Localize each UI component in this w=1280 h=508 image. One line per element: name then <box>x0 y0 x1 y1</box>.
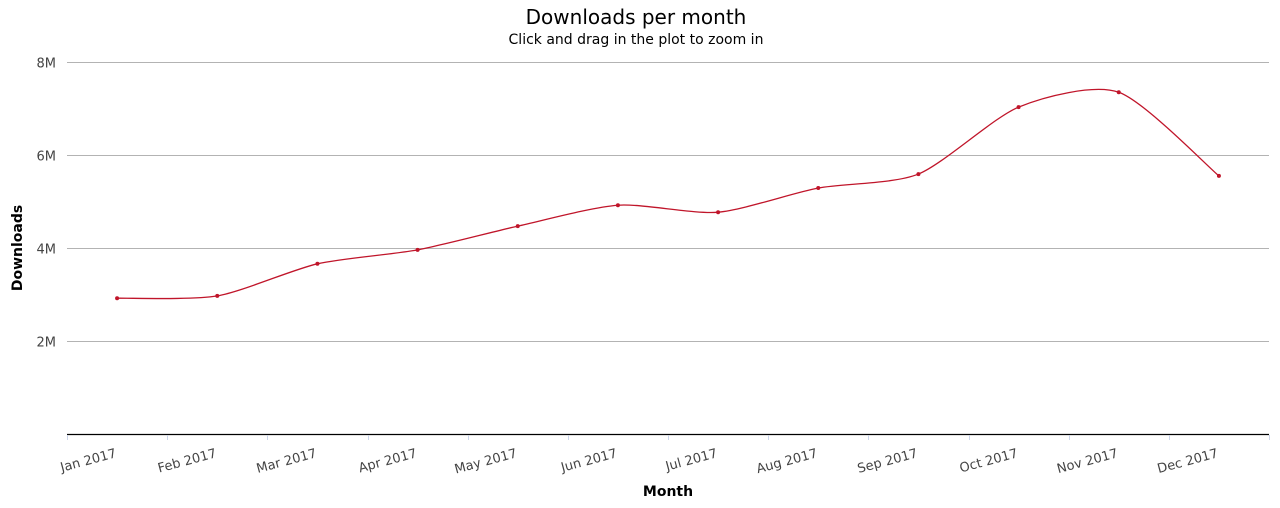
x-tick-label: Jun 2017 <box>559 446 619 476</box>
data-point[interactable] <box>716 210 721 215</box>
y-gridlines <box>67 62 1269 342</box>
y-axis-title: Downloads <box>10 205 26 291</box>
data-point[interactable] <box>1016 105 1021 110</box>
x-tick-label: Dec 2017 <box>1156 446 1220 477</box>
data-point[interactable] <box>415 247 420 252</box>
data-point[interactable] <box>315 261 320 266</box>
y-tick-label: 2M <box>37 336 57 351</box>
data-point[interactable] <box>1116 90 1121 95</box>
data-point[interactable] <box>1216 173 1221 178</box>
x-tick-label: Mar 2017 <box>255 446 319 476</box>
x-tick-label: Apr 2017 <box>357 446 419 476</box>
downloads-points <box>115 90 1221 301</box>
downloads-line <box>117 88 1220 300</box>
data-point[interactable] <box>115 296 120 301</box>
data-point[interactable] <box>816 186 821 191</box>
x-tick-label: Aug 2017 <box>755 446 819 477</box>
x-tick-label: Sep 2017 <box>856 446 919 476</box>
data-point[interactable] <box>215 293 220 298</box>
x-tick-label: Jan 2017 <box>58 446 118 476</box>
x-axis-title: Month <box>643 484 693 500</box>
y-tick-label: 6M <box>37 150 57 165</box>
chart-title: Downloads per month <box>526 5 747 29</box>
data-point[interactable] <box>615 203 620 208</box>
x-tick-label: Jul 2017 <box>663 446 719 474</box>
data-point[interactable] <box>515 224 520 229</box>
y-axis-ticks: 2M 4M 6M 8M <box>37 57 57 351</box>
y-tick-label: 4M <box>37 243 57 258</box>
chart-subtitle: Click and drag in the plot to zoom in <box>509 32 764 48</box>
x-axis-ticks: Jan 2017 Feb 2017 Mar 2017 Apr 2017 May 2017… <box>58 435 1270 477</box>
plot-area[interactable] <box>67 55 1269 435</box>
x-tick-label: Feb 2017 <box>156 446 218 476</box>
x-tick-label: Oct 2017 <box>958 446 1020 476</box>
x-tick-label: Nov 2017 <box>1055 446 1119 477</box>
data-point[interactable] <box>916 172 921 177</box>
x-tick-label: May 2017 <box>453 446 519 477</box>
y-tick-label: 8M <box>37 57 57 72</box>
